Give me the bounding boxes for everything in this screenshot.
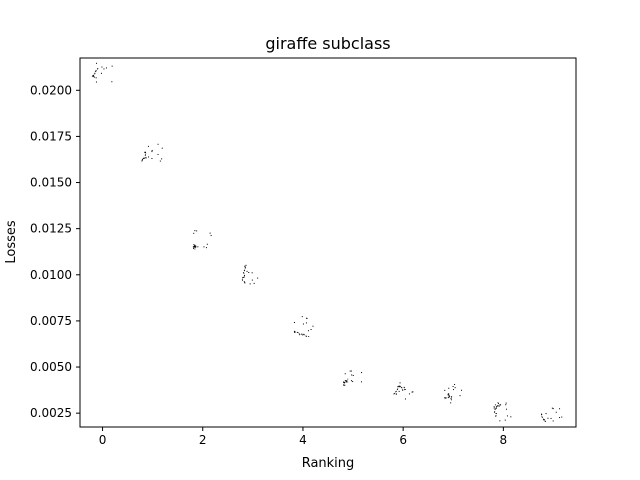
chart-title: giraffe subclass [265,34,390,53]
y-tick-label: 0.0125 [30,222,72,236]
x-axis: 0 2 4 6 8 [99,427,507,447]
y-tick-label: 0.0200 [30,83,72,97]
data-point [493,401,512,422]
y-tick-label: 0.0050 [30,360,72,374]
data-point [86,57,119,86]
y-tick-label: 0.0150 [30,176,72,190]
y-axis: 0.0025 0.0050 0.0075 0.0100 0.0125 0.0150 0.01… [30,83,80,420]
data-point [393,382,414,400]
x-tick-label: 2 [199,433,207,447]
x-tick-label: 4 [299,433,307,447]
data-point [443,383,463,404]
y-tick-label: 0.0100 [30,268,72,282]
x-tick-label: 0 [99,433,107,447]
data-point [241,264,259,285]
x-tick-label: 8 [500,433,508,447]
data-point [342,370,363,386]
x-axis-label: Ranking [302,456,355,471]
plot-frame [79,57,577,428]
data-point [292,316,314,338]
y-tick-label: 0.0075 [30,314,72,328]
y-tick-label: 0.0175 [30,129,72,143]
points-layer [86,57,563,423]
data-point [541,407,563,423]
data-point [141,143,163,162]
y-tick-label: 0.0025 [30,406,72,420]
y-axis-label: Losses [4,220,19,264]
x-tick-label: 6 [399,433,407,447]
data-point [192,230,212,251]
